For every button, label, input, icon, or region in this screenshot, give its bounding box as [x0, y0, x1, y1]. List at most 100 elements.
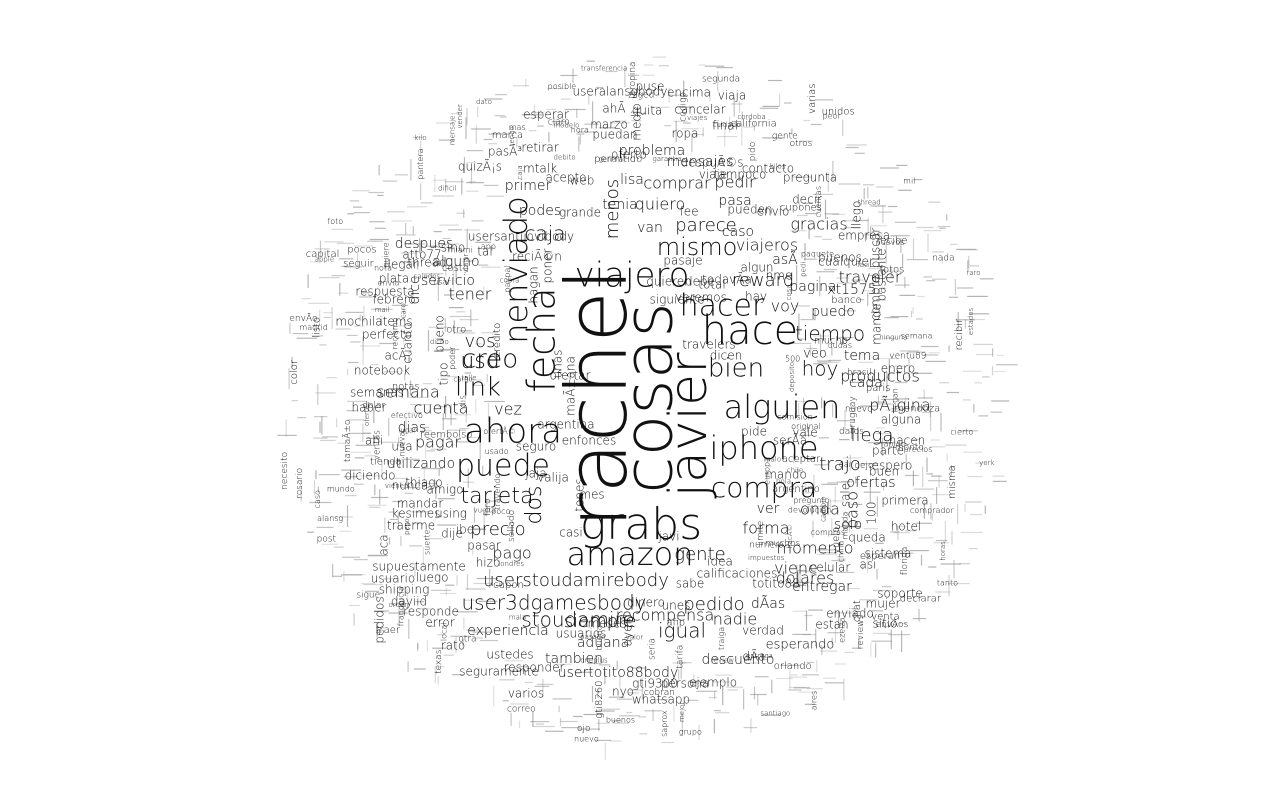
texture-mark: [753, 686, 756, 700]
texture-mark: [353, 483, 364, 485]
texture-mark: [673, 120, 688, 122]
word-65: dias: [398, 420, 427, 436]
texture-mark: [937, 225, 951, 228]
word-25: stoudamire: [521, 608, 634, 632]
word-140: ropa: [672, 127, 699, 141]
word-64: pagar: [415, 433, 461, 452]
texture-mark: [472, 544, 474, 556]
texture-mark: [816, 271, 835, 273]
word-103: haber: [352, 401, 387, 415]
texture-mark: [402, 598, 404, 614]
word-152: dÃ­a: [742, 649, 765, 664]
texture-mark: [619, 675, 621, 688]
texture-mark: [836, 282, 857, 284]
texture-mark: [639, 113, 647, 115]
texture-mark: [908, 358, 910, 378]
word-337: rapido: [880, 439, 906, 448]
word-102: semanas: [350, 386, 404, 400]
word-196: kesimes: [392, 507, 441, 521]
word-21: tiempo: [795, 322, 865, 346]
texture-mark: [806, 423, 809, 433]
texture-mark: [388, 612, 408, 614]
texture-mark: [489, 569, 491, 588]
word-349: tarifa: [676, 645, 686, 669]
word-11: nenviado: [497, 196, 535, 344]
texture-mark: [814, 464, 829, 466]
texture-mark: [637, 105, 639, 117]
word-242: siguiente: [650, 293, 705, 307]
word-91: lisa: [620, 172, 644, 188]
word-82: pagina: [789, 279, 836, 295]
texture-mark: [462, 481, 475, 483]
texture-mark: [307, 531, 314, 533]
word-347: propina: [628, 61, 638, 95]
texture-mark: [992, 475, 1005, 477]
word-261: dudas: [828, 341, 852, 350]
texture-mark: [362, 349, 364, 365]
texture-mark: [967, 476, 983, 478]
word-5: fecha: [520, 287, 564, 392]
word-185: pregunta: [783, 171, 837, 185]
texture-mark: [439, 224, 459, 226]
texture-mark: [928, 352, 940, 354]
texture-mark: [578, 136, 580, 152]
word-60: llega: [851, 425, 894, 446]
word-44: gracias: [790, 215, 847, 234]
texture-mark: [796, 564, 798, 585]
word-268: saludos: [413, 273, 440, 281]
texture-mark: [827, 632, 842, 634]
texture-mark: [867, 186, 869, 199]
texture-mark: [364, 455, 376, 457]
word-190: unas: [551, 350, 565, 379]
texture-mark: [346, 505, 349, 527]
texture-mark: [957, 504, 959, 525]
texture-mark: [479, 437, 481, 460]
texture-mark: [789, 686, 806, 688]
texture-mark: [347, 419, 364, 421]
texture-mark: [370, 364, 379, 366]
word-379: grupo: [679, 727, 702, 736]
texture-mark: [419, 238, 421, 253]
texture-mark: [708, 696, 717, 699]
texture-mark: [467, 260, 475, 262]
word-293: cupon: [493, 580, 524, 591]
texture-mark: [452, 674, 464, 676]
word-159: seguramente: [459, 665, 539, 679]
texture-mark: [866, 551, 869, 573]
word-84: caso: [722, 224, 754, 240]
word-301: mil: [903, 176, 915, 185]
texture-mark: [859, 599, 878, 601]
texture-mark: [541, 725, 555, 728]
word-431: paris: [866, 383, 891, 394]
word-39: pedido: [683, 594, 744, 615]
word-417: declarar: [900, 594, 942, 605]
word-0: rachel: [548, 268, 646, 528]
texture-mark: [355, 444, 375, 446]
word-249: vienen: [385, 482, 409, 490]
texture-mark: [849, 525, 851, 533]
texture-mark: [939, 227, 946, 229]
texture-mark: [421, 430, 432, 432]
texture-mark: [954, 279, 956, 295]
texture-mark: [788, 689, 802, 691]
texture-mark: [955, 319, 975, 321]
word-184: empresa: [838, 229, 890, 243]
texture-mark: [459, 428, 469, 430]
texture-mark: [812, 520, 814, 538]
word-73: voy: [771, 297, 800, 316]
word-425: mendoza: [894, 403, 940, 414]
texture-mark: [387, 460, 401, 462]
texture-mark: [424, 445, 427, 458]
texture-mark: [285, 419, 287, 438]
word-238: todavÃ­a: [702, 272, 752, 287]
texture-mark: [822, 677, 837, 679]
word-232: vale: [792, 426, 817, 440]
word-403: sellado: [507, 510, 517, 542]
texture-mark: [445, 178, 447, 193]
texture-mark: [374, 484, 376, 496]
word-331: local: [439, 622, 448, 641]
word-353: muchos: [765, 539, 801, 549]
texture-mark: [371, 308, 393, 310]
word-428: uruguay: [848, 396, 858, 433]
texture-mark: [784, 102, 792, 104]
